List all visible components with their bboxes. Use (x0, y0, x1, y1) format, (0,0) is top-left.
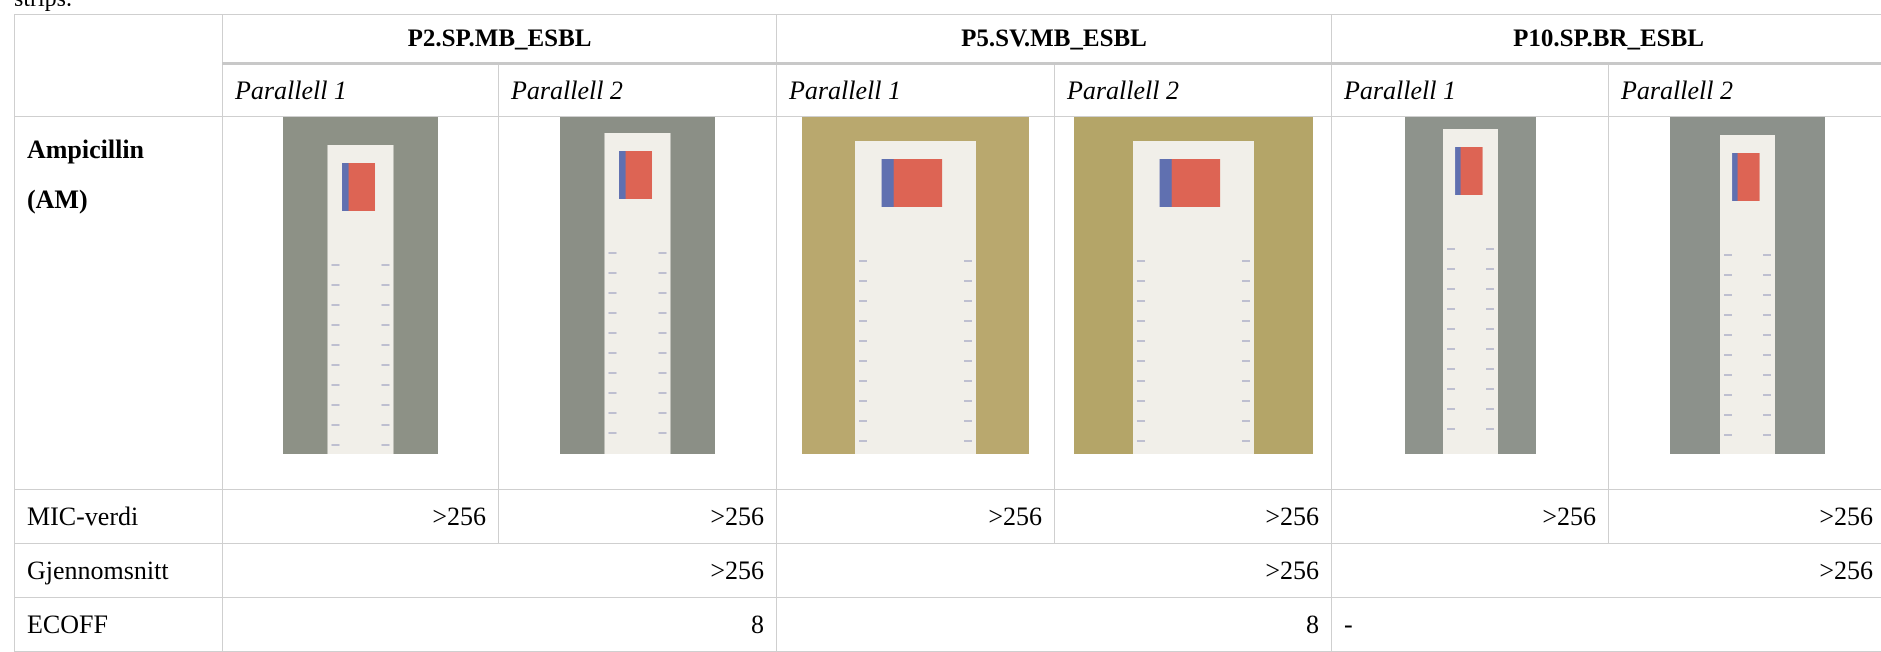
etest-strip-photo (1074, 117, 1313, 454)
strip-cell (1609, 117, 1881, 490)
subheader: Parallell 2 (499, 64, 777, 117)
value-cell: >256 (777, 544, 1332, 598)
value-cell: >256 (1055, 490, 1332, 544)
etest-strip-photo (283, 117, 438, 454)
image-row: Ampicillin (AM) (15, 117, 1881, 490)
strip-cell (1055, 117, 1332, 490)
etest-strip-photo (802, 117, 1029, 454)
etest-strip-photo (1670, 117, 1825, 454)
strip-cell (777, 117, 1055, 490)
strip-cell (223, 117, 499, 490)
value-cell: >256 (499, 490, 777, 544)
row-label: MIC-verdi (15, 490, 223, 544)
group-header: P5.SV.MB_ESBL (777, 15, 1332, 64)
row-label: Gjennomsnitt (15, 544, 223, 598)
value-row: Gjennomsnitt>256>256>256 (15, 544, 1881, 598)
subheader: Parallell 1 (223, 64, 499, 117)
value-cell: 8 (777, 598, 1332, 652)
value-row: MIC-verdi>256>256>256>256>256>256 (15, 490, 1881, 544)
subheader: Parallell 2 (1609, 64, 1881, 117)
value-cell: >256 (1609, 490, 1881, 544)
value-cell: >256 (223, 490, 499, 544)
row-label: ECOFF (15, 598, 223, 652)
value-cell: >256 (223, 544, 777, 598)
subheader: Parallell 2 (1055, 64, 1332, 117)
corner-cell (15, 15, 223, 117)
group-header: P10.SP.BR_ESBL (1332, 15, 1881, 64)
value-cell: >256 (777, 490, 1055, 544)
subheader: Parallell 1 (777, 64, 1055, 117)
value-cell: >256 (1332, 544, 1881, 598)
strip-cell (1332, 117, 1609, 490)
value-cell: - (1332, 598, 1881, 652)
etest-strip-photo (560, 117, 715, 454)
strip-cell (499, 117, 777, 490)
value-cell: >256 (1332, 490, 1609, 544)
etest-strip-photo (1405, 117, 1536, 454)
page: strips. P2.SP.MB_ESBLP5.SV.MB_ESBLP10.SP… (0, 0, 1881, 629)
intro-text: strips. (14, 0, 72, 13)
antibiotic-label: Ampicillin (AM) (15, 117, 223, 490)
subheader: Parallell 1 (1332, 64, 1609, 117)
value-cell: 8 (223, 598, 777, 652)
group-header: P2.SP.MB_ESBL (223, 15, 777, 64)
